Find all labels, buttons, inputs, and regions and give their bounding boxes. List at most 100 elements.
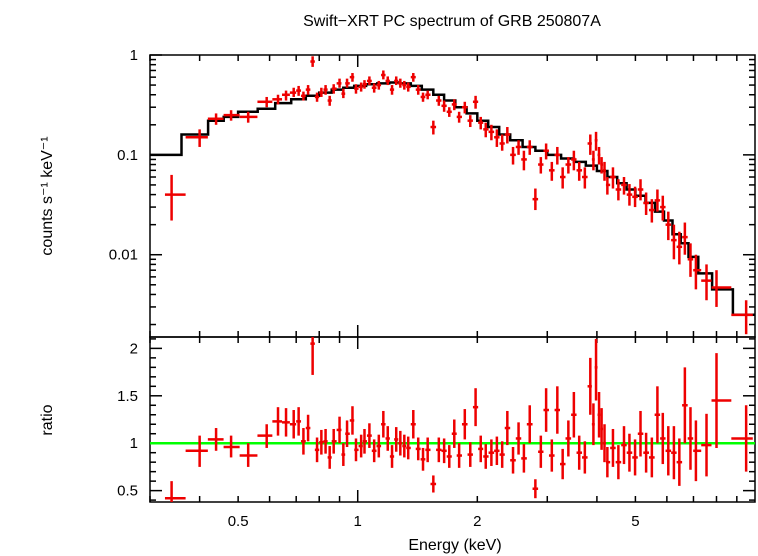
data-point: [543, 143, 549, 160]
ratio-point: [478, 435, 484, 463]
ratio-point: [406, 436, 411, 460]
y-tick-label: 1.5: [117, 388, 138, 405]
data-point: [420, 92, 426, 102]
data-point: [515, 140, 522, 155]
data-point: [327, 95, 332, 106]
ratio-point: [385, 426, 390, 451]
data-point: [319, 87, 324, 97]
data-point: [239, 111, 258, 123]
ratio-data-points: [164, 337, 753, 502]
x-tick-label: 2: [473, 513, 481, 530]
y-tick-label: 0.1: [117, 147, 138, 164]
data-point: [499, 134, 505, 151]
ratio-point: [693, 420, 702, 482]
data-point: [654, 189, 661, 212]
data-point: [341, 88, 346, 99]
ratio-point: [654, 386, 661, 444]
data-point: [594, 131, 598, 151]
ratio-point: [239, 443, 258, 467]
data-point: [682, 222, 688, 255]
ratio-point: [402, 434, 407, 458]
ratio-point: [483, 444, 489, 469]
data-point: [711, 270, 732, 307]
y-tick-label: 2: [130, 340, 138, 357]
data-point: [456, 111, 462, 123]
ratio-point: [499, 441, 505, 468]
ratio-point: [305, 414, 311, 442]
ratio-point: [591, 403, 595, 446]
data-point: [626, 184, 633, 206]
ratio-point: [436, 437, 442, 463]
data-point: [665, 211, 672, 241]
data-point: [605, 177, 611, 195]
ratio-point: [660, 412, 666, 465]
ratio-point: [571, 392, 577, 438]
data-point: [345, 78, 350, 88]
y-tick-label: 1: [130, 47, 138, 64]
data-point: [532, 188, 539, 211]
ratio-point: [441, 438, 447, 464]
data-point: [441, 100, 447, 112]
ratio-point: [185, 435, 208, 467]
data-point: [478, 116, 484, 130]
data-point: [671, 224, 677, 260]
x-axis-label: Energy (keV): [408, 537, 501, 554]
ratio-point: [576, 435, 583, 470]
ratio-point: [565, 420, 572, 457]
ratio-point: [362, 428, 367, 454]
data-point: [576, 161, 583, 181]
bottom-y-tick-labels: 2 1.5 1 0.5: [117, 340, 138, 499]
ratio-point: [554, 386, 560, 434]
data-point: [559, 167, 566, 189]
ratio-point: [319, 429, 324, 455]
ratio-point: [648, 437, 655, 478]
ratio-point: [394, 427, 399, 452]
x-tick-label: 0.5: [228, 513, 249, 530]
ratio-point: [446, 445, 452, 468]
ratio-point: [515, 422, 522, 455]
ratio-point: [272, 407, 283, 436]
data-point: [521, 150, 527, 171]
ratio-point: [582, 441, 588, 474]
data-point: [436, 95, 442, 106]
model-step-line: [150, 81, 755, 317]
ratio-point: [389, 445, 395, 468]
data-point: [410, 73, 416, 82]
data-point: [362, 80, 367, 89]
data-point: [305, 85, 311, 95]
data-point: [701, 264, 712, 301]
y-tick-label: 0.5: [117, 483, 138, 500]
ratio-point: [323, 428, 328, 454]
data-point: [282, 90, 290, 101]
data-point: [185, 129, 208, 147]
ratio-point: [494, 436, 500, 466]
ratio-point: [510, 447, 516, 474]
ratio-point: [164, 481, 186, 502]
data-point: [693, 254, 702, 290]
ratio-point: [341, 443, 346, 466]
data-point: [398, 78, 403, 88]
ratio-point: [467, 442, 473, 467]
top-panel-ticks: [149, 54, 755, 337]
data-point: [207, 113, 224, 125]
data-point: [600, 157, 604, 174]
data-point: [415, 85, 421, 95]
spectrum-data-points: [164, 56, 753, 335]
data-point: [472, 95, 479, 109]
data-point: [354, 84, 359, 94]
ratio-point: [701, 413, 712, 477]
bottom-y-axis-label: ratio: [39, 404, 56, 435]
data-point: [632, 186, 638, 208]
ratio-point: [354, 438, 359, 462]
ratio-point: [310, 337, 315, 375]
ratio-point: [456, 443, 462, 468]
data-point: [597, 146, 601, 165]
data-point: [587, 134, 592, 155]
data-point: [257, 96, 273, 108]
data-point: [381, 70, 386, 80]
ratio-point: [543, 388, 549, 432]
data-point: [643, 192, 649, 215]
data-point: [467, 115, 473, 128]
top-y-axis-label: counts s⁻¹ keV⁻¹: [39, 136, 56, 255]
data-point: [676, 231, 683, 265]
